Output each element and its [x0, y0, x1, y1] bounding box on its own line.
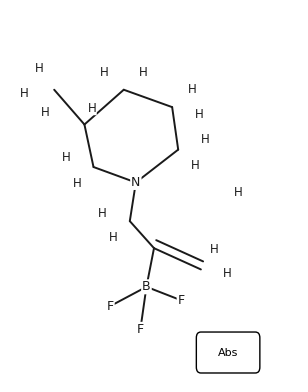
Text: Abs: Abs [218, 348, 238, 358]
Text: H: H [195, 108, 204, 122]
Text: H: H [100, 66, 108, 79]
Text: H: H [109, 231, 118, 244]
Text: H: H [35, 62, 43, 75]
FancyBboxPatch shape [196, 332, 260, 373]
Text: H: H [210, 243, 219, 256]
Text: F: F [178, 294, 185, 307]
Text: H: H [223, 267, 231, 280]
Text: F: F [137, 323, 144, 336]
Text: H: H [62, 151, 71, 164]
Text: H: H [41, 105, 50, 119]
Text: H: H [201, 133, 210, 147]
Text: H: H [98, 207, 107, 220]
Text: H: H [87, 102, 96, 115]
Text: H: H [188, 83, 196, 96]
Text: H: H [190, 159, 199, 172]
Text: H: H [234, 186, 243, 199]
Text: N: N [131, 176, 140, 189]
Text: B: B [142, 280, 151, 293]
Text: H: H [20, 87, 28, 100]
Text: H: H [139, 66, 148, 79]
Text: H: H [72, 177, 81, 190]
Text: F: F [107, 299, 114, 313]
